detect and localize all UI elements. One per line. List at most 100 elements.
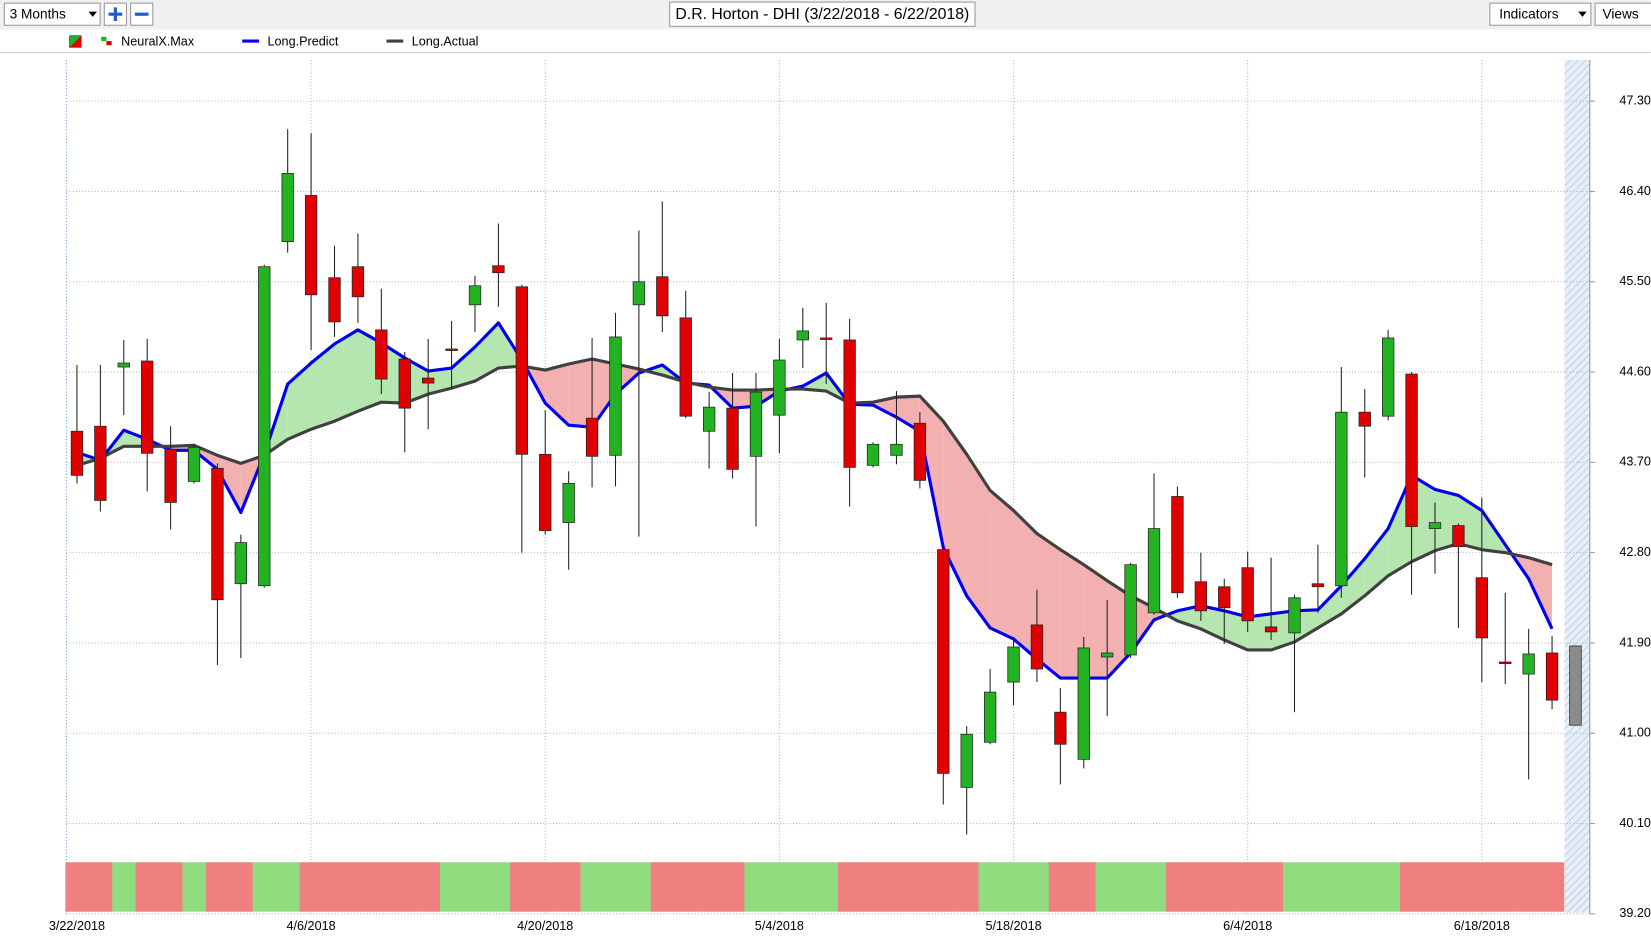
candle-body bbox=[937, 549, 950, 774]
candle-body bbox=[1288, 597, 1301, 634]
signal-cell bbox=[252, 862, 277, 912]
candle-body bbox=[1241, 567, 1254, 622]
y-tick-label: 41.90 bbox=[1619, 635, 1651, 649]
candle-body bbox=[773, 359, 786, 416]
candle-body bbox=[398, 358, 411, 409]
y-tick-label: 41.00 bbox=[1619, 726, 1651, 740]
candle-body bbox=[164, 448, 177, 503]
future-area bbox=[1564, 60, 1590, 913]
line-series bbox=[76, 321, 1554, 680]
signal-cell bbox=[838, 862, 862, 912]
signal-cell bbox=[1212, 862, 1237, 912]
candle-body bbox=[1054, 711, 1067, 745]
signal-cell bbox=[1376, 862, 1401, 912]
spread-fill bbox=[1511, 554, 1529, 579]
candle-body bbox=[843, 339, 856, 468]
views-dropdown[interactable]: Views bbox=[1594, 2, 1651, 26]
candle-body bbox=[1264, 626, 1278, 633]
signal-cell bbox=[88, 862, 113, 912]
candle-body bbox=[820, 337, 833, 340]
signal-cell bbox=[697, 862, 722, 912]
candle-body bbox=[679, 317, 692, 417]
candle-body bbox=[1171, 496, 1184, 594]
spread-fill bbox=[311, 343, 335, 430]
x-tick-label: 5/4/2018 bbox=[755, 919, 804, 933]
signal-cell bbox=[1142, 862, 1167, 912]
indicators-dropdown[interactable]: Indicators bbox=[1489, 2, 1592, 26]
zoom-in-button[interactable] bbox=[103, 2, 127, 26]
spread-fill bbox=[287, 363, 312, 440]
spread-fill bbox=[1013, 510, 1037, 659]
y-tick-label: 42.80 bbox=[1619, 545, 1651, 559]
signal-cell bbox=[861, 862, 886, 912]
signal-cell bbox=[440, 862, 464, 912]
signal-cell bbox=[1025, 862, 1050, 912]
spread-fill bbox=[451, 346, 475, 389]
candle-body bbox=[117, 362, 130, 368]
range-dropdown[interactable]: 3 Months bbox=[3, 2, 101, 26]
signal-cell bbox=[1048, 862, 1073, 912]
signal-cell bbox=[1540, 862, 1565, 912]
candle-body bbox=[1382, 337, 1395, 417]
signal-cell bbox=[205, 862, 230, 912]
candle-body bbox=[1007, 646, 1020, 683]
spread-fill bbox=[896, 396, 920, 432]
spread-fill bbox=[545, 364, 569, 426]
legend-label: NeuralX.Max bbox=[121, 34, 195, 48]
signal-cell bbox=[393, 862, 417, 912]
signal-cell bbox=[1493, 862, 1518, 912]
signal-cell bbox=[814, 862, 839, 912]
y-tick-label: 45.50 bbox=[1619, 274, 1651, 288]
candle-body bbox=[1569, 645, 1582, 726]
signal-cell bbox=[463, 862, 488, 912]
candle-body bbox=[1335, 411, 1348, 587]
spread-fill bbox=[334, 329, 358, 422]
signal-cell bbox=[1423, 862, 1448, 912]
candle-body bbox=[1545, 652, 1559, 701]
zoom-out-button[interactable] bbox=[130, 2, 154, 26]
candle-body bbox=[1147, 528, 1161, 614]
signal-cell bbox=[557, 862, 581, 912]
candle-body bbox=[1499, 661, 1512, 664]
signal-cell bbox=[767, 862, 792, 912]
candle-body bbox=[94, 425, 107, 501]
spread-fill bbox=[568, 359, 593, 428]
signal-cell bbox=[791, 862, 815, 912]
x-tick-label: 4/6/2018 bbox=[287, 919, 336, 933]
candle-body bbox=[515, 286, 528, 455]
x-tick-label: 3/22/2018 bbox=[49, 919, 105, 933]
signal-cell bbox=[720, 862, 745, 912]
signal-cell bbox=[603, 862, 628, 912]
candle-body bbox=[749, 391, 763, 457]
candle-body bbox=[234, 542, 248, 585]
candle-body bbox=[726, 407, 739, 470]
x-tick-label: 6/4/2018 bbox=[1223, 919, 1272, 933]
candle-body bbox=[1218, 586, 1231, 609]
signal-cell bbox=[369, 862, 394, 912]
candle-body bbox=[1077, 647, 1090, 760]
candle-body bbox=[351, 266, 365, 298]
spread-fill bbox=[1247, 613, 1272, 650]
signal-cell bbox=[1470, 862, 1494, 912]
y-tick-label: 40.10 bbox=[1619, 816, 1651, 830]
candle-body bbox=[562, 483, 575, 523]
y-tick-label: 46.40 bbox=[1619, 184, 1651, 198]
signal-cell bbox=[346, 862, 371, 912]
candle-body bbox=[960, 733, 973, 788]
signal-cell bbox=[112, 862, 136, 912]
range-label: 3 Months bbox=[10, 6, 66, 21]
legend-label: Long.Actual bbox=[412, 34, 479, 48]
candle-body bbox=[445, 348, 458, 351]
x-tick-label: 5/18/2018 bbox=[985, 919, 1041, 933]
chart-title: D.R. Horton - DHI (3/22/2018 - 6/22/2018… bbox=[675, 6, 969, 23]
signal-cell bbox=[1119, 862, 1143, 912]
candle-body bbox=[609, 336, 622, 456]
candle-body bbox=[304, 195, 318, 296]
legend: NeuralX.Max Long.Predict Long.Actual bbox=[69, 34, 479, 48]
candle-body bbox=[211, 467, 224, 601]
spread-fill bbox=[990, 490, 1014, 639]
candle-body bbox=[1452, 525, 1465, 547]
candle-body bbox=[1475, 577, 1488, 639]
signal-cell bbox=[276, 862, 300, 912]
